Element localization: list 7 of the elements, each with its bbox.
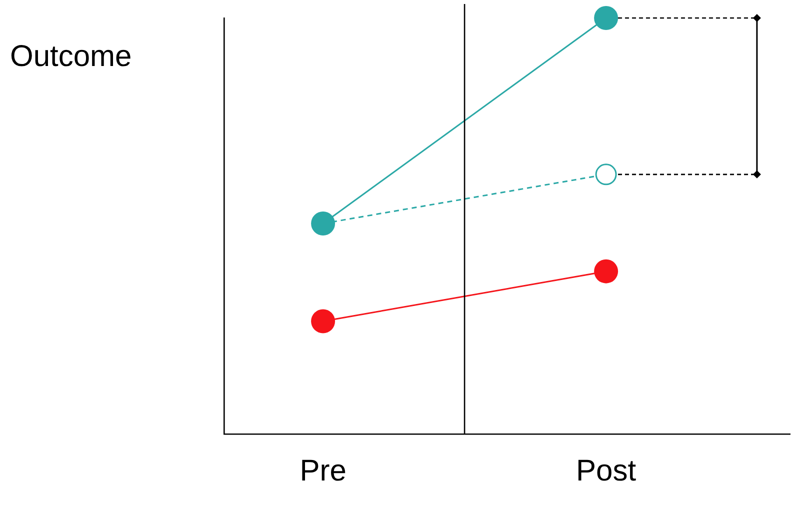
x-tick-label: Pre	[300, 454, 346, 488]
point	[311, 309, 336, 334]
x-tick-label: Post	[576, 454, 637, 488]
point	[595, 164, 617, 186]
point	[594, 259, 618, 284]
y-axis-title: Outcome	[10, 40, 132, 74]
point	[594, 6, 618, 30]
